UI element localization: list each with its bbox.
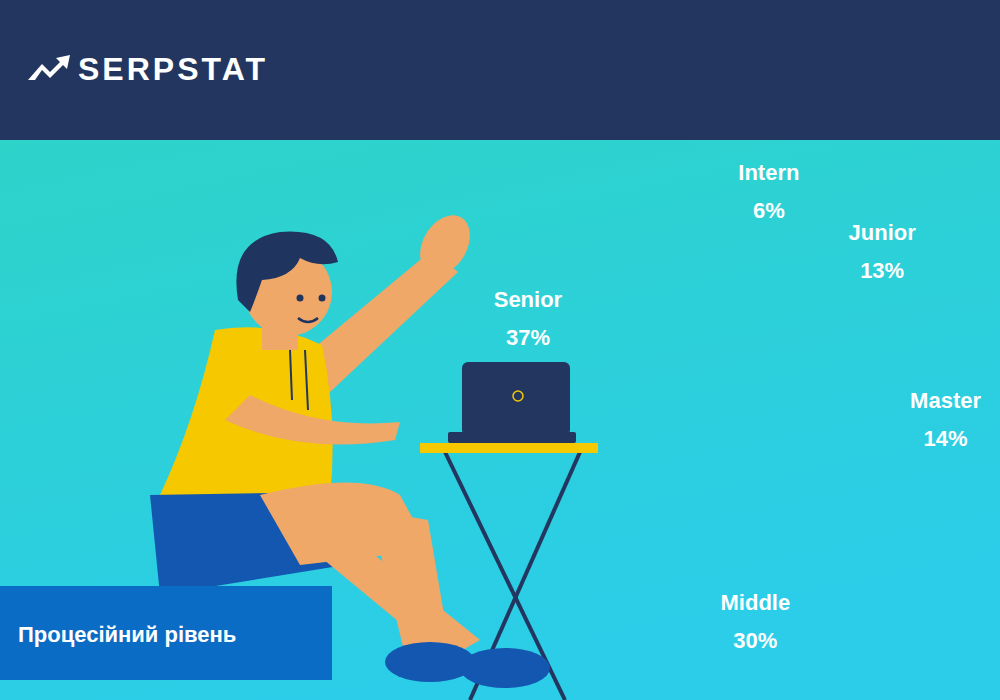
table-leg: [445, 452, 565, 700]
laptop-base: [448, 432, 576, 443]
value-label: 6%: [753, 198, 785, 223]
category-label: Middle: [720, 590, 790, 615]
brand: SERPSTAT: [78, 51, 268, 87]
hand: [410, 206, 480, 283]
laptop-screen: [462, 362, 570, 436]
forearm: [225, 395, 400, 445]
eye: [319, 295, 326, 302]
table-top: [420, 443, 598, 453]
strings: [290, 350, 308, 410]
data-labels: Intern 6% Junior 13% Master 14% Middle 30% Senio…: [494, 160, 982, 653]
title: Процесійний рівень: [18, 622, 236, 647]
value-label: 37%: [506, 325, 550, 350]
eye: [297, 295, 304, 302]
laptop-logo: [513, 391, 523, 401]
category-label: Master: [910, 388, 981, 413]
canvas: SERPSTAT Intern 6% Junior 13% Master 14% Middle…: [0, 0, 1000, 700]
category-label: Intern: [738, 160, 799, 185]
value-label: 13%: [860, 258, 904, 283]
smile: [298, 318, 318, 322]
background: [0, 0, 1000, 700]
logo-icon: [28, 55, 70, 80]
category-label: Senior: [494, 287, 563, 312]
category-label: Junior: [849, 220, 917, 245]
shoe: [385, 642, 475, 682]
value-label: 30%: [733, 628, 777, 653]
hair: [236, 232, 338, 312]
title-box: [0, 586, 332, 680]
value-label: 14%: [924, 426, 968, 451]
shoe: [460, 648, 550, 688]
header-band: [0, 0, 1000, 140]
